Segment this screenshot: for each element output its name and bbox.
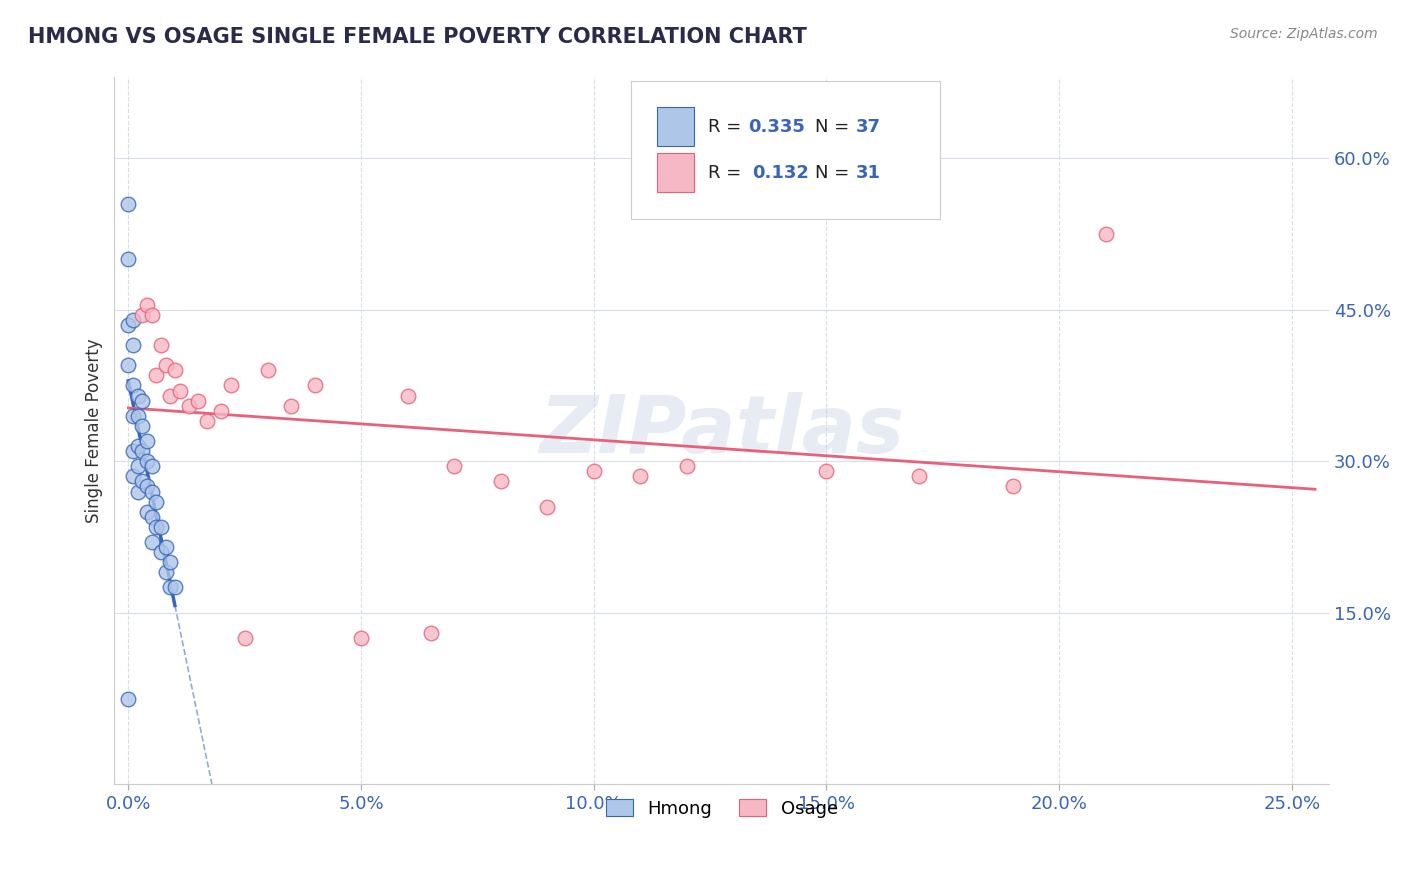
Point [159, 581, 181, 595]
Point [122, 469, 145, 483]
Point [159, 388, 181, 402]
Text: R =: R = [709, 164, 754, 182]
Point [443, 459, 465, 474]
Point [419, 626, 441, 640]
Point [127, 388, 149, 402]
Point [219, 378, 242, 392]
Point [149, 520, 172, 534]
Point [127, 439, 149, 453]
Text: N =: N = [815, 164, 855, 182]
Point [163, 363, 186, 377]
Point [187, 393, 209, 408]
Point [127, 409, 149, 423]
Point [117, 318, 139, 332]
Point [136, 434, 159, 448]
Point [489, 475, 512, 489]
Point [159, 555, 181, 569]
Point [197, 414, 219, 428]
Text: 31: 31 [855, 164, 880, 182]
Point [149, 545, 172, 559]
Point [1001, 479, 1024, 493]
Point [122, 409, 145, 423]
Point [155, 566, 177, 580]
Point [908, 469, 931, 483]
Legend: Hmong, Osage: Hmong, Osage [599, 792, 845, 825]
Point [257, 363, 280, 377]
Point [815, 464, 838, 478]
Point [141, 459, 163, 474]
Point [163, 581, 186, 595]
Point [127, 459, 149, 474]
Point [155, 540, 177, 554]
Point [1094, 227, 1116, 241]
Point [145, 494, 167, 508]
Point [396, 388, 419, 402]
Point [141, 509, 163, 524]
Point [122, 378, 145, 392]
Point [169, 384, 191, 398]
Point [211, 403, 233, 417]
Text: ZIPatlas: ZIPatlas [540, 392, 904, 470]
Point [136, 298, 159, 312]
Point [131, 393, 153, 408]
Point [131, 444, 153, 458]
Point [141, 535, 163, 549]
Text: Source: ZipAtlas.com: Source: ZipAtlas.com [1230, 27, 1378, 41]
Point [117, 196, 139, 211]
Point [536, 500, 558, 514]
Text: HMONG VS OSAGE SINGLE FEMALE POVERTY CORRELATION CHART: HMONG VS OSAGE SINGLE FEMALE POVERTY COR… [28, 27, 807, 46]
Point [127, 484, 149, 499]
Point [675, 459, 697, 474]
Text: 0.335: 0.335 [748, 118, 806, 136]
Point [117, 691, 139, 706]
Point [117, 252, 139, 267]
Point [131, 308, 153, 322]
Point [350, 631, 373, 645]
Point [136, 454, 159, 468]
Point [177, 399, 200, 413]
Point [141, 484, 163, 499]
Point [582, 464, 605, 478]
Point [280, 399, 302, 413]
Text: 37: 37 [855, 118, 880, 136]
Point [122, 313, 145, 327]
Point [136, 505, 159, 519]
Point [136, 479, 159, 493]
Point [304, 378, 326, 392]
Point [122, 338, 145, 352]
Y-axis label: Single Female Poverty: Single Female Poverty [86, 339, 103, 524]
Point [117, 359, 139, 373]
Point [149, 338, 172, 352]
Point [233, 631, 256, 645]
FancyBboxPatch shape [631, 81, 941, 219]
Point [628, 469, 651, 483]
Point [155, 359, 177, 373]
Text: R =: R = [709, 118, 748, 136]
Point [131, 475, 153, 489]
Point [122, 444, 145, 458]
Point [145, 520, 167, 534]
Point [145, 368, 167, 383]
Text: 0.132: 0.132 [752, 164, 808, 182]
Point [131, 418, 153, 433]
Bar [658, 108, 693, 146]
Point [141, 308, 163, 322]
Bar [658, 153, 693, 193]
Text: N =: N = [815, 118, 855, 136]
